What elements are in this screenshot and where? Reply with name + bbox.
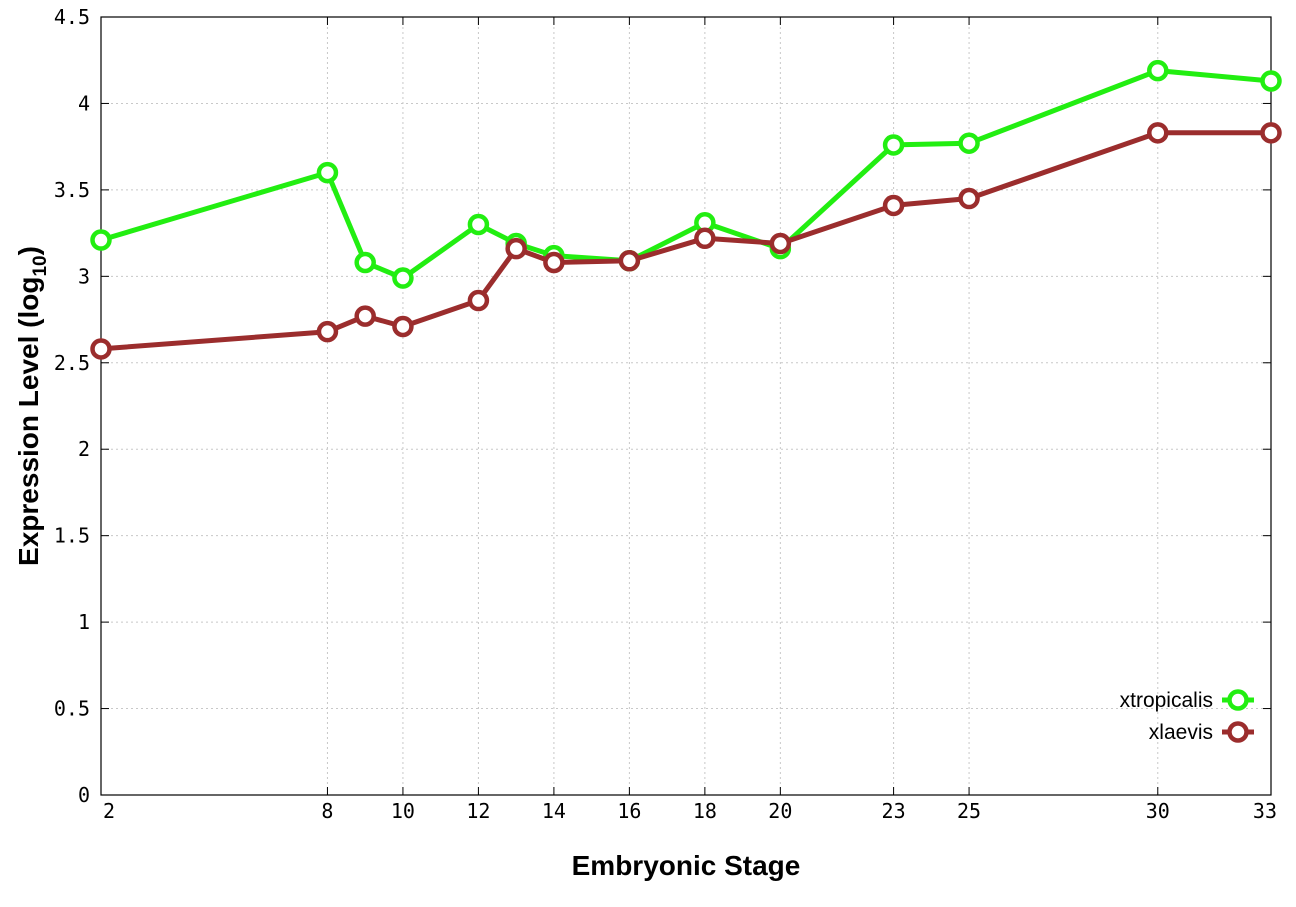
- data-point-xtropicalis: [90, 229, 112, 251]
- data-point-xlaevis: [769, 232, 792, 255]
- x-tick-label: 12: [466, 799, 490, 823]
- data-point-xtropicalis: [316, 161, 339, 184]
- x-tick-label: 18: [693, 799, 717, 823]
- x-tick-label: 23: [882, 799, 906, 823]
- data-point-xlaevis: [882, 194, 905, 217]
- y-axis-title-main: Expression Level (log: [13, 277, 44, 566]
- x-tick-label: 25: [957, 799, 981, 823]
- x-tick-label: 33: [1253, 799, 1277, 823]
- series-layer: [90, 59, 1282, 360]
- data-point-xlaevis: [543, 251, 565, 274]
- legend: xtropicalis xlaevis: [1120, 689, 1254, 744]
- y-tick-label: 2.5: [54, 351, 90, 375]
- y-tick-label: 4.5: [54, 5, 90, 29]
- y-tick-label: 2: [78, 437, 90, 461]
- data-point-xlaevis: [392, 315, 414, 338]
- y-axis-title: Expression Level (log10): [13, 246, 51, 566]
- x-tick-label: 20: [768, 799, 792, 823]
- legend-swatch-marker: [1227, 689, 1249, 711]
- legend-label: xlaevis: [1149, 721, 1213, 744]
- legend-swatch-marker: [1227, 721, 1249, 743]
- data-point-xlaevis: [467, 289, 490, 312]
- y-axis-title-subscript: 10: [30, 255, 51, 276]
- data-point-xlaevis: [694, 227, 716, 250]
- x-tick-label: 8: [321, 799, 333, 823]
- plot-frame: [100, 16, 1272, 796]
- legend-label: xtropicalis: [1120, 689, 1213, 712]
- x-tick-label: 10: [391, 799, 415, 823]
- y-axis-title-close: ): [13, 246, 44, 255]
- data-point-xtropicalis: [392, 267, 414, 289]
- series-line-xtropicalis: [100, 68, 1272, 281]
- data-point-xlaevis: [958, 187, 980, 210]
- data-point-xlaevis: [1260, 122, 1282, 144]
- x-tick-label: 16: [617, 799, 641, 823]
- series-xlaevis: [90, 122, 1282, 360]
- data-point-xlaevis: [505, 237, 527, 260]
- x-axis-ticks: 2 8 10 12 14 16 18 20 23 25 30 33: [100, 17, 1277, 823]
- y-tick-label: 3.5: [54, 178, 90, 202]
- y-tick-label: 1: [78, 610, 90, 634]
- data-point-xtropicalis: [354, 251, 376, 274]
- data-point-xtropicalis: [1147, 59, 1169, 82]
- x-tick-label: 2: [103, 799, 115, 823]
- series-line-xlaevis: [100, 130, 1271, 352]
- y-tick-label: 4: [78, 91, 90, 115]
- data-point-xlaevis: [354, 305, 376, 327]
- series-xtropicalis: [90, 59, 1282, 289]
- x-axis-title: Embryonic Stage: [572, 850, 801, 881]
- data-point-xlaevis: [618, 250, 641, 272]
- data-point-xtropicalis: [467, 213, 490, 236]
- data-point-xlaevis: [1147, 122, 1169, 144]
- y-tick-label: 0.5: [54, 697, 90, 721]
- x-tick-label: 30: [1146, 799, 1170, 823]
- y-tick-label: 0: [78, 783, 90, 807]
- data-point-xtropicalis: [1260, 70, 1282, 92]
- data-point-xlaevis: [90, 338, 112, 360]
- y-axis-ticks: 0 0.5 1 1.5 2 2.5 3 3.5 4 4.5: [54, 5, 1271, 807]
- y-tick-label: 1.5: [54, 524, 90, 548]
- x-tick-label: 14: [542, 799, 566, 823]
- data-point-xtropicalis: [882, 134, 905, 156]
- data-point-xlaevis: [316, 320, 339, 343]
- y-tick-label: 3: [78, 264, 90, 288]
- data-point-xtropicalis: [958, 132, 980, 154]
- grid: [101, 17, 1271, 795]
